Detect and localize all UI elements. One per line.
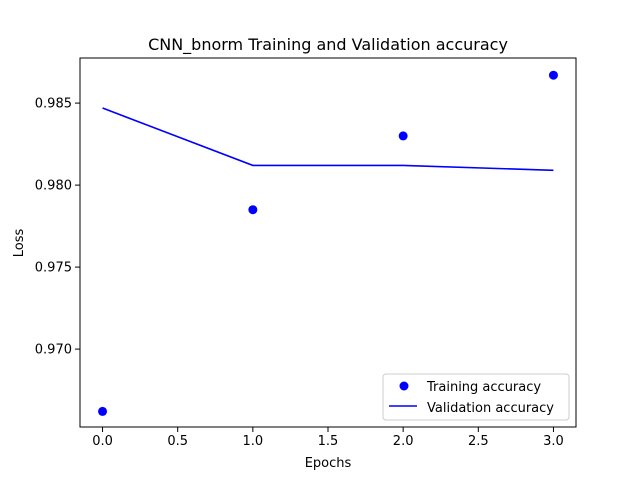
training-accuracy-point [98, 406, 108, 416]
y-tick-label: 0.975 [35, 261, 72, 276]
legend-frame [382, 373, 570, 421]
x-tick-label: 2.0 [393, 434, 414, 449]
plot-frame [79, 57, 577, 428]
chart-title: CNN_bnorm Training and Validation accura… [148, 35, 508, 55]
y-axis-label: Loss [12, 229, 27, 258]
x-axis-label: Epochs [305, 456, 352, 471]
x-tick-label: 3.0 [543, 434, 564, 449]
legend-validation-label: Validation accuracy [427, 401, 554, 416]
training-accuracy-point [248, 205, 258, 215]
x-tick-label: 1.0 [243, 434, 264, 449]
legend-training-label: Training accuracy [426, 380, 541, 395]
series-layer [98, 70, 558, 416]
x-tick-label: 0.0 [92, 434, 113, 449]
x-tick-label: 2.5 [468, 434, 489, 449]
x-axis: 0.0 0.5 1.0 1.5 2.0 2.5 3.0 [92, 427, 564, 449]
x-tick-label: 0.5 [167, 434, 188, 449]
training-accuracy-point [548, 70, 558, 80]
training-accuracy-point [398, 131, 408, 141]
y-axis: 0.970 0.975 0.980 0.985 [35, 97, 80, 358]
validation-accuracy-line [102, 107, 554, 172]
x-tick-label: 1.5 [318, 434, 339, 449]
y-tick-label: 0.980 [35, 179, 72, 194]
legend-training-marker [399, 381, 409, 391]
legend: Training accuracy Validation accuracy [382, 373, 570, 421]
y-tick-label: 0.970 [35, 343, 72, 358]
plot-area [79, 57, 577, 428]
y-tick-label: 0.985 [35, 97, 72, 112]
